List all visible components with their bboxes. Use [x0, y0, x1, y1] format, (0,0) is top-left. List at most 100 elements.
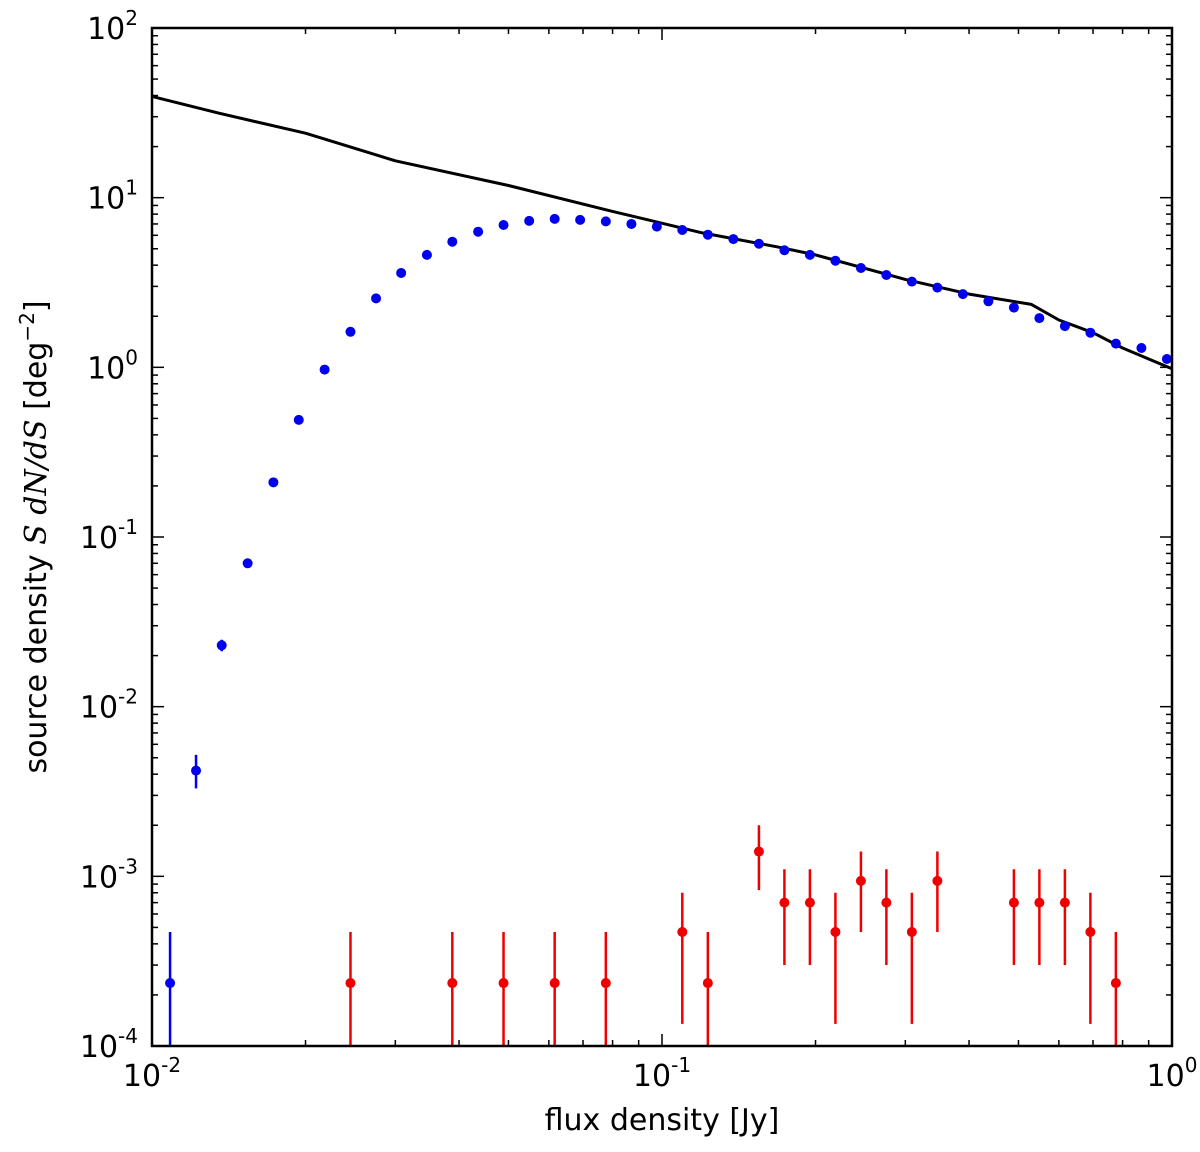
x-tick-label: 10-1 [633, 1053, 691, 1094]
data-point [702, 978, 713, 989]
y-tick-label: 10-3 [80, 854, 138, 895]
data-point [575, 214, 586, 225]
data-point [932, 282, 943, 293]
x-tick-label: 100 [1147, 1053, 1198, 1094]
data-point [293, 414, 304, 425]
tick-label-exponent: 1 [125, 176, 138, 200]
data-point [1136, 343, 1147, 354]
y-tick-label: 10-1 [80, 515, 138, 556]
data-point [498, 978, 509, 989]
tick-label-base: 10 [123, 1059, 161, 1094]
data-point [753, 846, 764, 857]
tick-label-exponent: 0 [1185, 1053, 1198, 1077]
series-0 [151, 94, 1173, 371]
tick-label-exponent: -1 [118, 515, 138, 539]
y-axis-label-math: S dN/dS [19, 419, 54, 544]
data-point [1059, 897, 1070, 908]
data-point [1008, 302, 1019, 313]
y-axis-label-unit: [deg [19, 342, 54, 420]
data-point [1034, 897, 1045, 908]
data-point [447, 978, 458, 989]
y-axis-label-prefix: source density [19, 545, 54, 774]
tick-label-base: 10 [87, 12, 125, 47]
data-point [906, 926, 917, 937]
data-point [1085, 926, 1096, 937]
y-tick-label: 10-2 [80, 685, 138, 726]
data-point [524, 215, 535, 226]
data-point [216, 640, 227, 651]
data-point [165, 978, 176, 989]
tick-label-exponent: -1 [671, 1053, 691, 1077]
data-point [983, 296, 994, 307]
series-2 [345, 825, 1121, 1046]
data-point [651, 221, 662, 232]
tick-label-base: 10 [87, 182, 125, 217]
data-point [600, 978, 611, 989]
data-point [447, 236, 458, 247]
tick-label-exponent: -2 [161, 1053, 181, 1077]
data-point [600, 216, 611, 227]
model-curve [151, 94, 1173, 371]
data-series [151, 94, 1173, 1046]
y-axis-label-unit-exponent: −2 [15, 312, 39, 341]
data-point [242, 558, 253, 569]
data-point [319, 364, 330, 375]
data-point [855, 875, 866, 886]
data-point [779, 245, 790, 256]
y-tick-label: 100 [87, 345, 138, 386]
data-point [881, 270, 892, 281]
data-point [1110, 978, 1121, 989]
data-point [932, 875, 943, 886]
plot-frame [150, 26, 1174, 1048]
data-point [549, 978, 560, 989]
data-point [881, 897, 892, 908]
tick-label-base: 10 [80, 1030, 118, 1065]
tick-label-exponent: -4 [118, 1024, 138, 1048]
y-tick-label: 102 [87, 6, 138, 47]
data-point [804, 249, 815, 260]
tick-label-base: 10 [80, 521, 118, 556]
tick-label-exponent: 2 [125, 6, 138, 30]
data-point [345, 326, 356, 337]
tick-label-base: 10 [633, 1059, 671, 1094]
data-point [1034, 313, 1045, 324]
data-point [1059, 321, 1070, 332]
data-point [396, 267, 407, 278]
data-point [702, 229, 713, 240]
data-point [549, 213, 560, 224]
data-point [1161, 353, 1172, 364]
tick-label-base: 10 [80, 691, 118, 726]
tick-label-exponent: 0 [125, 345, 138, 369]
data-point [268, 477, 279, 488]
data-point [779, 897, 790, 908]
data-point [830, 926, 841, 937]
data-point [371, 293, 382, 304]
data-point [1110, 338, 1121, 349]
tick-label-exponent: -2 [118, 685, 138, 709]
series-1 [165, 213, 1172, 1046]
tick-label-base: 10 [1147, 1059, 1185, 1094]
x-tick-label: 10-2 [123, 1053, 181, 1094]
data-point [626, 218, 637, 229]
data-point [1008, 897, 1019, 908]
data-point [677, 926, 688, 937]
data-point [804, 897, 815, 908]
data-point [753, 238, 764, 249]
tick-label-base: 10 [80, 860, 118, 895]
tick-label-exponent: -3 [118, 854, 138, 878]
data-point [728, 234, 739, 245]
data-point [473, 226, 484, 237]
data-point [421, 249, 432, 260]
tick-label-base: 10 [87, 351, 125, 386]
x-axis-label: flux density [Jy] [545, 1103, 780, 1138]
data-point [957, 289, 968, 300]
y-tick-label: 101 [87, 176, 138, 217]
data-point [855, 263, 866, 274]
data-point [345, 978, 356, 989]
data-point [677, 224, 688, 235]
data-point [830, 255, 841, 266]
y-tick-label: 10-4 [80, 1024, 138, 1065]
